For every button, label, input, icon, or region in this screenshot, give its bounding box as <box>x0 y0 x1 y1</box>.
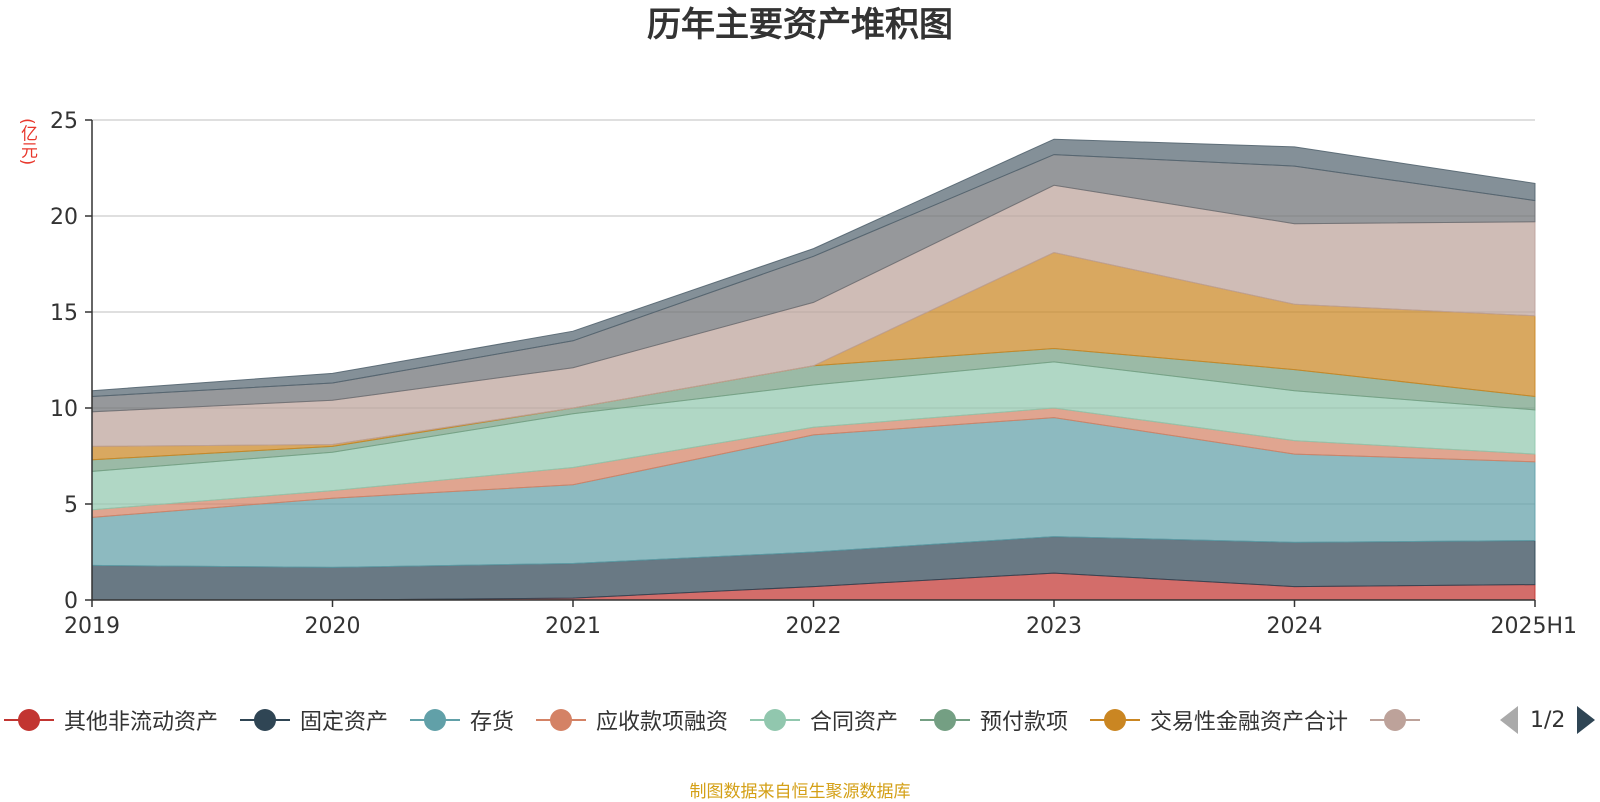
legend-marker <box>536 700 586 740</box>
axes: 0 5 10 15 20 25 2019 2020 2021 2022 2023 2024 2025H1 <box>50 109 1577 639</box>
circle-icon <box>254 709 276 731</box>
x-tick-label: 2020 <box>305 614 361 639</box>
stacked-area-chart: 0 5 10 15 20 25 2019 2020 2021 2022 2023 2024 2025H1 <box>50 109 1577 639</box>
area-series-10[interactable] <box>91 138 1536 398</box>
triangle-right-icon[interactable] <box>1577 706 1596 734</box>
x-tick-label: 2023 <box>1026 614 1082 639</box>
x-tick-label: 2021 <box>545 614 601 639</box>
legend-page-indicator: 1/2 <box>1530 707 1566 733</box>
x-tick-label: 2022 <box>786 614 842 639</box>
legend-item[interactable] <box>1370 700 1430 740</box>
x-tick-label: 2019 <box>64 614 120 639</box>
legend-item[interactable]: 预付款项 <box>920 700 1068 740</box>
legend-label: 交易性金融资产合计 <box>1150 710 1349 735</box>
circle-icon <box>934 709 956 731</box>
triangle-left-icon[interactable] <box>1500 706 1518 734</box>
legend-item[interactable]: 交易性金融资产合计 <box>1090 700 1348 740</box>
legend: 1/2 其他非流动资产 固定资产 存货 应收款项融资 合同资产 预付款项 交易性金融资产合计 <box>0 700 1600 740</box>
y-axis-unit-label: (亿元) <box>17 118 37 166</box>
area-series <box>91 138 1536 601</box>
legend-label: 合同资产 <box>810 710 899 735</box>
chart-title: 历年主要资产堆积图 <box>647 5 953 45</box>
legend-marker <box>920 700 970 740</box>
legend-label: 其他非流动资产 <box>64 710 219 735</box>
legend-item[interactable]: 其他非流动资产 <box>4 700 218 740</box>
legend-label: 应收款项融资 <box>596 710 729 735</box>
y-tick-label: 25 <box>50 109 78 134</box>
y-tick-label: 20 <box>50 205 78 230</box>
legend-marker <box>1370 700 1420 740</box>
legend-marker <box>1090 700 1140 740</box>
source-note: 制图数据来自恒生聚源数据库 <box>689 782 911 802</box>
circle-icon <box>424 709 446 731</box>
circle-icon <box>764 709 786 731</box>
y-tick-label: 0 <box>64 589 78 614</box>
legend-item[interactable]: 存货 <box>410 700 514 740</box>
y-tick-label: 15 <box>50 301 78 326</box>
legend-marker <box>240 700 290 740</box>
legend-item[interactable]: 应收款项融资 <box>536 700 728 740</box>
legend-pager: 1/2 <box>1500 700 1596 740</box>
y-tick-label: 5 <box>64 493 78 518</box>
circle-icon <box>1104 709 1126 731</box>
circle-icon <box>550 709 572 731</box>
legend-marker <box>410 700 460 740</box>
legend-label: 固定资产 <box>300 710 389 735</box>
legend-item[interactable]: 固定资产 <box>240 700 388 740</box>
x-tick-label: 2025H1 <box>1490 614 1577 639</box>
y-tick-label: 10 <box>50 397 78 422</box>
circle-icon <box>18 709 40 731</box>
x-tick-label: 2024 <box>1267 614 1323 639</box>
legend-label: 预付款项 <box>980 710 1069 735</box>
legend-item[interactable]: 合同资产 <box>750 700 898 740</box>
legend-marker <box>750 700 800 740</box>
circle-icon <box>1384 709 1406 731</box>
legend-label: 存货 <box>470 710 515 735</box>
legend-marker <box>4 700 54 740</box>
